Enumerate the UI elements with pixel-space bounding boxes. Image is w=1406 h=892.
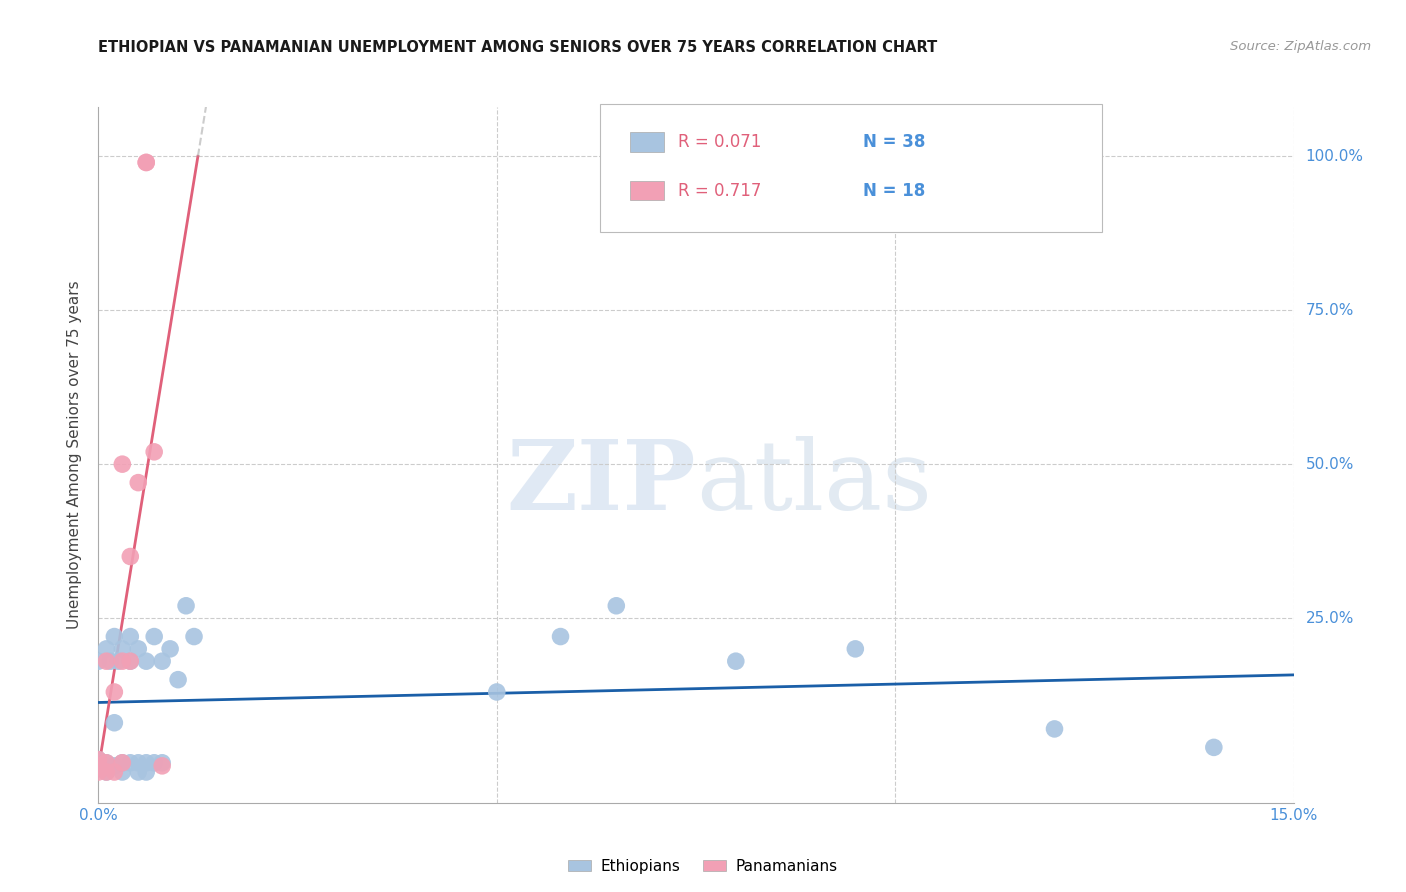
Point — [143, 445, 166, 459]
Point — [103, 759, 125, 773]
Text: ETHIOPIAN VS PANAMANIAN UNEMPLOYMENT AMONG SENIORS OVER 75 YEARS CORRELATION CHA: ETHIOPIAN VS PANAMANIAN UNEMPLOYMENT AMO… — [98, 40, 938, 55]
Point — [135, 654, 157, 668]
Text: 100.0%: 100.0% — [1305, 149, 1364, 164]
Point — [605, 599, 627, 613]
Point — [120, 654, 142, 668]
Point — [111, 654, 134, 668]
Point — [159, 641, 181, 656]
Point — [96, 654, 118, 668]
Point — [183, 630, 205, 644]
Point — [1043, 722, 1066, 736]
Point — [127, 641, 149, 656]
Text: 50.0%: 50.0% — [1305, 457, 1354, 472]
Text: N = 38: N = 38 — [863, 133, 925, 151]
Point — [87, 753, 110, 767]
Point — [1202, 740, 1225, 755]
Point — [111, 641, 134, 656]
Point — [96, 764, 118, 779]
Point — [96, 756, 118, 770]
Point — [150, 756, 173, 770]
Point — [120, 630, 142, 644]
Point — [96, 756, 118, 770]
Point — [485, 685, 508, 699]
Y-axis label: Unemployment Among Seniors over 75 years: Unemployment Among Seniors over 75 years — [67, 281, 83, 629]
Point — [135, 155, 157, 169]
Point — [111, 756, 134, 770]
FancyBboxPatch shape — [630, 132, 664, 152]
Point — [135, 155, 157, 169]
Point — [150, 654, 173, 668]
Point — [127, 756, 149, 770]
Point — [87, 654, 110, 668]
Point — [724, 654, 747, 668]
Point — [150, 759, 173, 773]
Point — [87, 759, 110, 773]
Point — [111, 764, 134, 779]
Point — [143, 756, 166, 770]
Text: R = 0.717: R = 0.717 — [678, 182, 762, 200]
Text: 75.0%: 75.0% — [1305, 302, 1354, 318]
FancyBboxPatch shape — [600, 103, 1102, 232]
Point — [135, 764, 157, 779]
Text: R = 0.071: R = 0.071 — [678, 133, 762, 151]
Text: atlas: atlas — [696, 436, 932, 530]
FancyBboxPatch shape — [630, 181, 664, 201]
Point — [844, 641, 866, 656]
Point — [111, 457, 134, 471]
Point — [120, 756, 142, 770]
Point — [87, 764, 110, 779]
Point — [96, 641, 118, 656]
Point — [127, 764, 149, 779]
Point — [87, 753, 110, 767]
Point — [103, 764, 125, 779]
Point — [135, 756, 157, 770]
Text: N = 18: N = 18 — [863, 182, 925, 200]
Point — [143, 630, 166, 644]
Point — [96, 764, 118, 779]
Point — [120, 549, 142, 564]
Legend: Ethiopians, Panamanians: Ethiopians, Panamanians — [562, 853, 844, 880]
Point — [127, 475, 149, 490]
Point — [103, 685, 125, 699]
Point — [550, 630, 572, 644]
Point — [87, 759, 110, 773]
Point — [174, 599, 197, 613]
Point — [98, 654, 122, 668]
Point — [107, 654, 129, 668]
Point — [103, 630, 125, 644]
Point — [167, 673, 190, 687]
Text: ZIP: ZIP — [506, 436, 696, 530]
Text: 25.0%: 25.0% — [1305, 611, 1354, 625]
Point — [103, 715, 125, 730]
Point — [120, 654, 142, 668]
Text: Source: ZipAtlas.com: Source: ZipAtlas.com — [1230, 40, 1371, 54]
Point — [111, 756, 134, 770]
